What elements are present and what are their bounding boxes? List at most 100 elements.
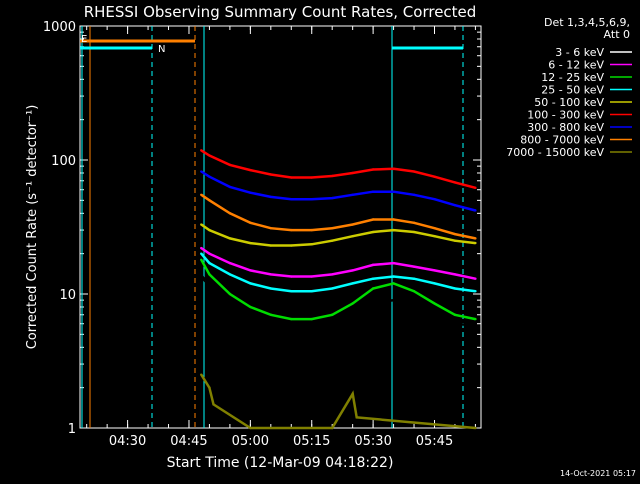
series-point-1 xyxy=(433,315,436,318)
x-axis-label: Start Time (12-Mar-09 04:18:22) xyxy=(167,455,394,471)
series-point-1 xyxy=(290,322,293,325)
series-point-5 xyxy=(208,228,211,232)
series-point-6 xyxy=(453,181,457,184)
series-point-1 xyxy=(474,324,477,327)
series-point-1 xyxy=(351,315,354,318)
series-point-8 xyxy=(228,212,232,215)
series-point-5 xyxy=(228,237,232,240)
series-point-3 xyxy=(433,302,436,305)
series-point-4 xyxy=(228,273,232,276)
series-point-8 xyxy=(433,226,436,230)
series-point-3 xyxy=(228,292,232,296)
series-point-5 xyxy=(433,234,436,238)
y-tick-label: 10 xyxy=(59,288,76,303)
chart-title: RHESSI Observing Summary Count Rates, Co… xyxy=(84,3,477,21)
series-point-4 xyxy=(208,261,211,265)
series-point-6 xyxy=(228,163,232,167)
series-point-1 xyxy=(412,305,416,309)
series-point-7 xyxy=(474,209,477,212)
series-point-6 xyxy=(412,170,416,173)
series-point-8 xyxy=(208,199,211,202)
series-point-4 xyxy=(392,275,395,278)
series-point-7 xyxy=(351,193,354,196)
series-point-4 xyxy=(453,287,457,290)
series-point-5 xyxy=(474,241,477,245)
time-markers: EN xyxy=(80,26,464,428)
series-point-5 xyxy=(200,223,203,226)
series-point-5 xyxy=(392,228,395,232)
x-tick-label: 04:30 xyxy=(109,434,146,449)
series-point-6 xyxy=(269,173,273,176)
series-point-4 xyxy=(200,252,203,255)
series-point-8 xyxy=(371,218,375,221)
series-point-8 xyxy=(269,226,273,230)
series-point-2 xyxy=(392,261,395,265)
series-point-7 xyxy=(412,193,416,196)
series-point-3 xyxy=(208,273,211,276)
y-tick-label: 100 xyxy=(51,154,76,169)
series-point-6 xyxy=(200,149,203,152)
flag-label-e: E xyxy=(81,34,87,45)
series-point-3 xyxy=(474,317,477,321)
series-point-6 xyxy=(371,168,375,171)
legend-entry-label: 800 - 7000 keV xyxy=(520,134,604,147)
x-tick-label: 05:30 xyxy=(354,434,391,449)
series-point-9 xyxy=(474,426,477,430)
series-point-2 xyxy=(200,246,203,250)
legend-header-line-2: Att 0 xyxy=(604,28,630,41)
series-point-2 xyxy=(474,277,477,280)
y-axis-ticks: 1 10 100 1000 xyxy=(43,20,481,437)
series-point-6 xyxy=(290,176,293,179)
series-point-7 xyxy=(208,175,211,178)
series-point-3 xyxy=(330,313,334,316)
series-line-2 xyxy=(200,247,476,280)
series-point-6 xyxy=(310,176,313,179)
legend-entry-label: 100 - 300 keV xyxy=(527,109,604,122)
series-point-4 xyxy=(310,289,313,293)
series-point-2 xyxy=(330,273,334,276)
series-point-9 xyxy=(200,373,203,376)
series-point-8 xyxy=(249,221,252,224)
series-point-9 xyxy=(249,426,252,430)
legend-header-line-1: Det 1,3,4,5,6,9, xyxy=(544,16,630,29)
series-point-7 xyxy=(453,203,457,207)
series-point-3 xyxy=(290,317,293,321)
series-point-2 xyxy=(412,265,416,268)
series-line-8 xyxy=(200,193,476,240)
series-point-6 xyxy=(392,167,395,170)
series-point-1 xyxy=(330,320,334,324)
series-point-6 xyxy=(433,175,436,178)
series-point-9 xyxy=(355,416,358,419)
x-tick-label: 05:45 xyxy=(416,434,453,449)
series-point-9 xyxy=(330,426,334,430)
series-point-3 xyxy=(200,258,203,261)
series-point-8 xyxy=(200,193,203,196)
series-point-5 xyxy=(249,241,252,245)
legend-entry-label: 3 - 6 keV xyxy=(555,46,604,59)
series-point-8 xyxy=(392,218,395,221)
series-point-8 xyxy=(310,228,313,232)
series-point-7 xyxy=(310,197,313,201)
series-point-5 xyxy=(453,239,457,242)
series-point-2 xyxy=(290,275,293,278)
series-point-9 xyxy=(212,403,215,406)
series-point-8 xyxy=(453,232,457,236)
series-point-1 xyxy=(228,302,232,305)
series-point-7 xyxy=(269,195,273,199)
series-point-4 xyxy=(290,289,293,293)
series-point-6 xyxy=(474,186,477,190)
series-point-2 xyxy=(249,269,252,272)
series-point-8 xyxy=(474,237,477,240)
series-point-6 xyxy=(208,154,211,157)
series-point-5 xyxy=(310,243,313,246)
series-point-8 xyxy=(351,223,354,226)
y-tick-label: 1000 xyxy=(43,20,76,35)
series-point-1 xyxy=(453,322,457,325)
series-point-3 xyxy=(412,289,416,293)
series-point-2 xyxy=(433,269,436,272)
x-tick-label: 05:15 xyxy=(293,434,330,449)
series-point-5 xyxy=(351,234,354,238)
series-point-2 xyxy=(228,261,232,265)
